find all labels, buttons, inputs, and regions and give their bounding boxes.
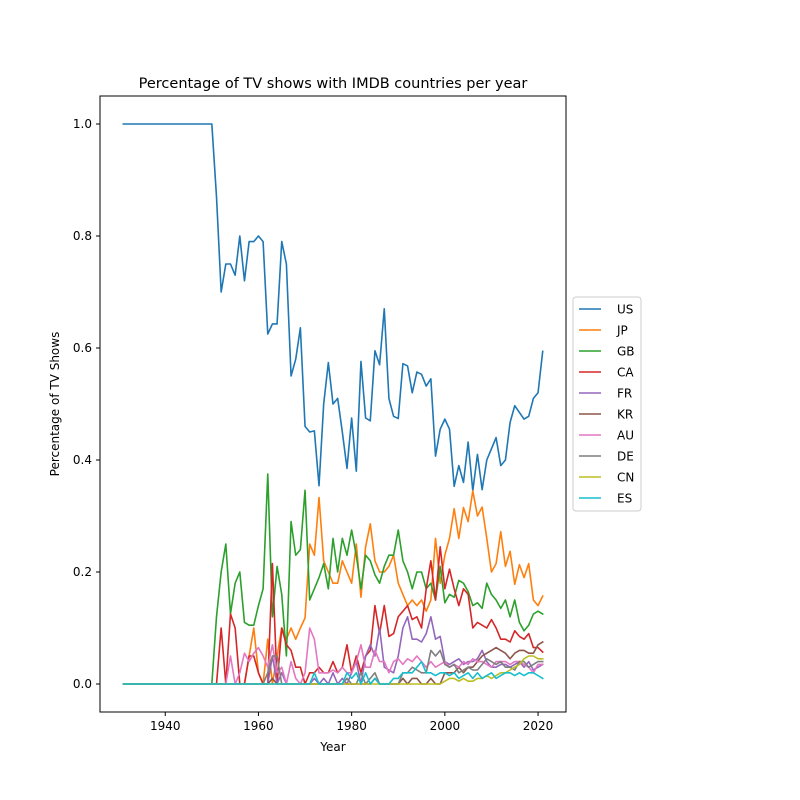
x-axis-title: Year xyxy=(319,740,345,754)
plot-area xyxy=(99,95,567,713)
chart-title: Percentage of TV shows with IMDB countri… xyxy=(139,76,528,92)
x-tick-label: 2000 xyxy=(430,719,461,733)
legend: US JP GB CA FR KR AU DE CN ES xyxy=(572,296,642,512)
series-line-es xyxy=(122,660,544,685)
legend-label-kr: KR xyxy=(617,408,633,422)
legend-label-fr: FR xyxy=(617,387,632,401)
x-tick-label: 1960 xyxy=(243,719,274,733)
x-axis: 1940 1960 1980 2000 2020 xyxy=(150,712,553,733)
y-tick-label: 0.0 xyxy=(73,677,92,691)
legend-label-de: DE xyxy=(617,450,634,464)
legend-label-ca: CA xyxy=(617,366,634,380)
x-tick-label: 2020 xyxy=(523,719,554,733)
legend-label-es: ES xyxy=(617,492,632,506)
y-axis: 0.0 0.2 0.4 0.6 0.8 1.0 xyxy=(73,117,100,691)
y-tick-label: 0.6 xyxy=(73,341,92,355)
legend-label-au: AU xyxy=(617,429,634,443)
series-layer xyxy=(122,123,544,685)
x-tick-label: 1980 xyxy=(336,719,367,733)
legend-label-jp: JP xyxy=(616,324,628,338)
legend-label-cn: CN xyxy=(617,471,634,485)
legend-label-us: US xyxy=(617,303,633,317)
axes-frame xyxy=(99,95,567,713)
y-axis-title: Percentage of TV Shows xyxy=(48,332,62,477)
x-tick-label: 1940 xyxy=(150,719,181,733)
y-tick-label: 1.0 xyxy=(73,117,92,131)
legend-label-gb: GB xyxy=(617,345,635,359)
y-tick-label: 0.2 xyxy=(73,565,92,579)
y-tick-label: 0.4 xyxy=(73,453,92,467)
y-tick-label: 0.8 xyxy=(73,229,92,243)
